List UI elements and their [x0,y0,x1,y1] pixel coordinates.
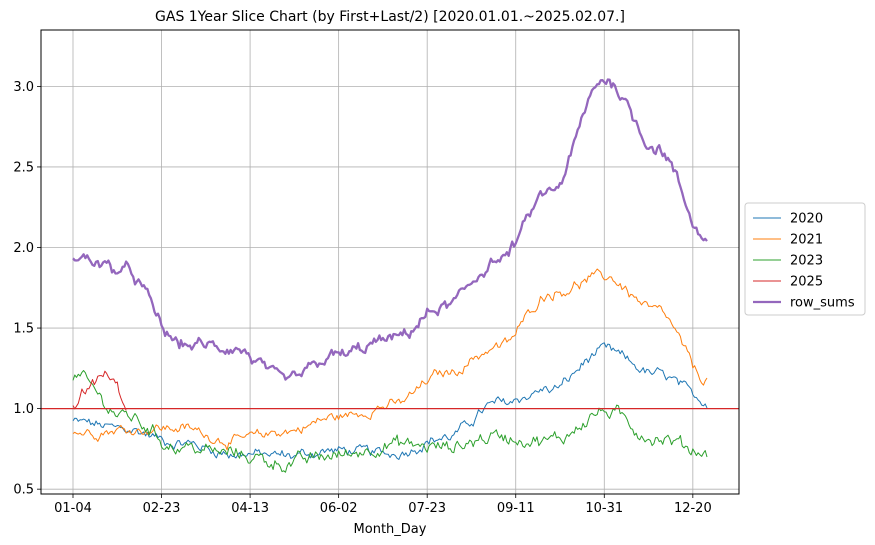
y-tick-label: 0.5 [13,483,34,498]
series-lines [72,78,708,473]
legend-label: 2025 [790,275,823,290]
series-line-2020 [72,342,708,460]
chart-title: GAS 1Year Slice Chart (by First+Last/2) … [155,9,625,25]
x-tick-label: 04-13 [231,501,269,516]
x-tick-label: 10-31 [585,501,623,516]
y-axis: 0.5 1.0 1.5 2.0 2.5 3.0 [13,80,41,498]
series-line-2025 [72,370,127,411]
y-tick-label: 1.5 [13,322,34,337]
x-tick-label: 06-02 [320,501,358,516]
y-tick-label: 2.0 [13,241,34,256]
legend: 2020 2021 2023 2025 row_sums [744,202,866,316]
y-tick-label: 2.5 [13,160,34,175]
legend-label: 2021 [790,233,823,248]
y-tick-label: 3.0 [13,80,34,95]
grid-lines [41,30,739,494]
x-tick-label: 02-23 [143,501,181,516]
plot-frame [40,29,740,495]
series-line-row-sums [72,78,708,381]
legend-box [744,202,866,316]
x-tick-label: 07-23 [408,501,446,516]
legend-label: row_sums [790,296,855,311]
series-line-2023 [72,370,708,473]
legend-label: 2023 [790,254,823,269]
x-tick-label: 12-20 [674,501,712,516]
x-axis-label: Month_Day [354,522,427,537]
series-line-2021 [72,268,708,451]
x-tick-label: 01-04 [54,501,92,516]
x-axis: 01-04 02-23 04-13 06-02 07-23 09-11 10-31 12-20 [54,494,712,516]
y-tick-label: 1.0 [13,402,34,417]
x-tick-label: 09-11 [497,501,535,516]
legend-label: 2020 [790,212,823,227]
